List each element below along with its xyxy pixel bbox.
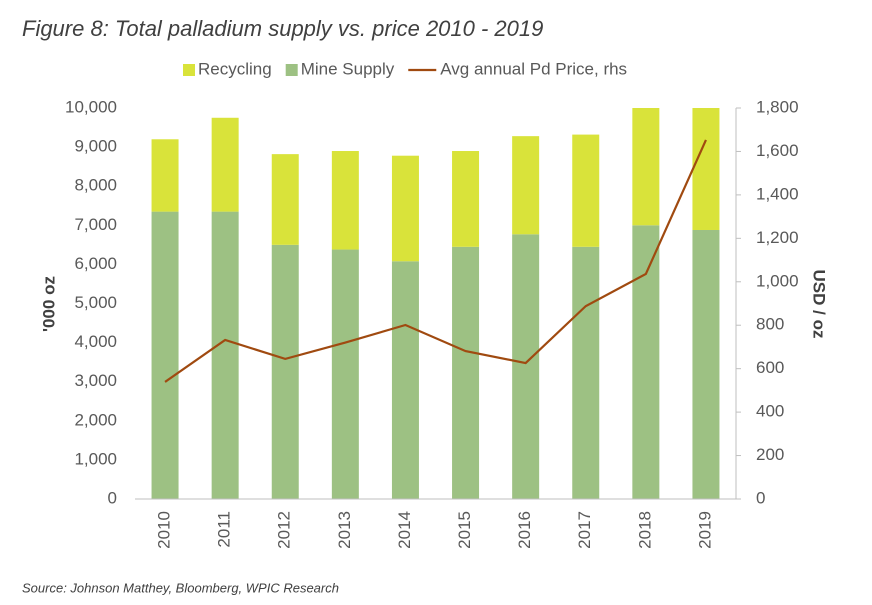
x-tick-label: 2015 [455,511,474,549]
bar-segment [211,211,239,500]
y-tick-label: 3,000 [74,371,117,390]
bar-segment [271,154,299,245]
bar-segment [331,151,359,250]
bar-segment [632,225,660,500]
x-tick-label: 2012 [275,511,294,549]
bar-segment [512,136,540,235]
y-tick-label: 6,000 [74,254,117,273]
x-tick-label: 2011 [215,511,234,548]
y-tick-label: 1,000 [74,449,117,468]
chart-title: Figure 8: Total palladium supply vs. pri… [22,16,543,41]
y2-tick-label: 0 [756,488,765,507]
x-tick-label: 2010 [155,511,174,549]
bar-segment [151,139,179,212]
legend-swatch [285,64,298,76]
x-tick-label: 2013 [335,511,354,549]
y2-tick-label: 1,400 [756,184,799,203]
bar-segment [572,134,600,247]
price-line [164,139,707,383]
x-tick-label: 2016 [515,511,534,549]
y-tick-label: 8,000 [74,176,117,195]
y-tick-label: 2,000 [74,410,117,429]
bar-segment [692,108,720,230]
y-tick-label: 10,000 [65,97,117,116]
x-tick-label: 2017 [575,511,594,549]
y2-tick-label: 1,800 [756,97,799,116]
y2-tick-label: 1,200 [756,228,799,247]
bar-segment [452,246,480,499]
legend-label: Recycling [198,59,272,78]
bar-segment [211,117,239,212]
y2-tick-label: 1,600 [756,141,799,160]
bar-segment [271,244,299,499]
y2-tick-label: 1,000 [756,271,799,290]
x-tick-label: 2014 [395,511,414,549]
bar-segment [632,108,660,226]
bar-segment [452,151,480,247]
bar-segment [572,246,600,499]
y-tick-label: 9,000 [74,137,117,156]
y2-tick-label: 600 [756,358,784,377]
bar-segment [391,261,419,499]
bar-segment [391,155,419,262]
y-tick-label: 0 [108,488,117,507]
bar-segment [331,249,359,499]
bar-segment [151,211,179,500]
y2-tick-label: 200 [756,445,784,464]
y-tick-label: 4,000 [74,332,117,351]
legend-label: Avg annual Pd Price, rhs [440,59,627,78]
y2-axis-title: USD / oz [810,270,829,339]
y-tick-label: 7,000 [74,215,117,234]
legend-label: Mine Supply [301,59,395,78]
y-axis-title: '000 oz [39,276,58,332]
bar-segment [512,234,540,499]
x-tick-label: 2018 [635,511,654,549]
x-tick-label: 2019 [695,511,714,549]
legend-swatch [183,64,195,76]
bar-segment [692,229,720,499]
source-note: Source: Johnson Matthey, Bloomberg, WPIC… [22,580,339,595]
y2-tick-label: 800 [756,315,784,334]
y-tick-label: 5,000 [74,293,117,312]
y2-tick-label: 400 [756,402,784,421]
